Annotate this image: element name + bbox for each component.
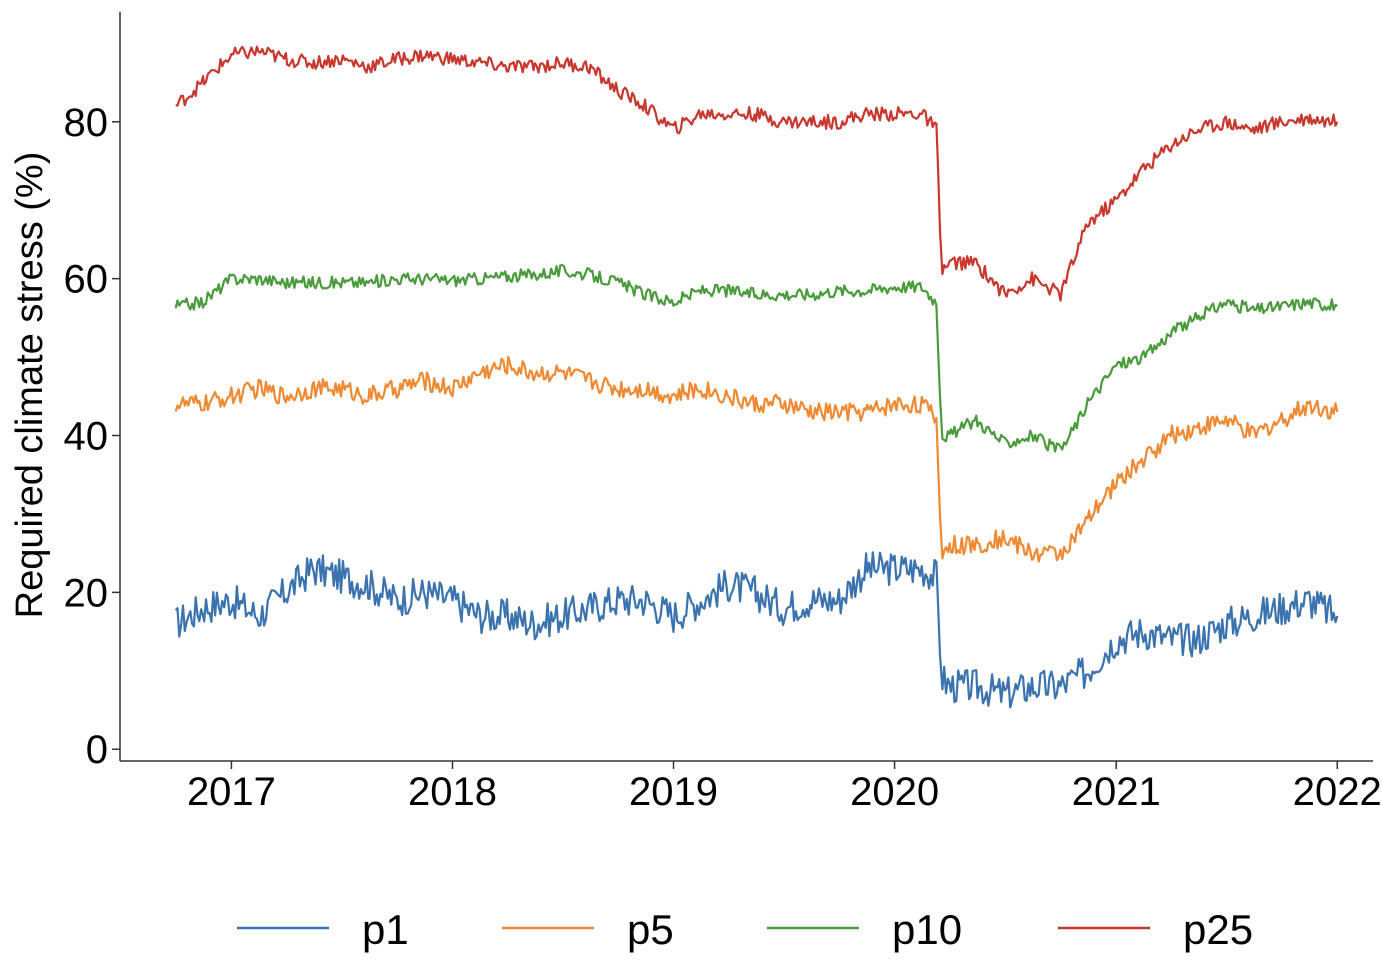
x-tick-label: 2019 (629, 770, 718, 814)
y-tick-label: 0 (86, 728, 108, 772)
series-line-p10 (174, 264, 1338, 453)
series-line-p25 (175, 45, 1339, 302)
y-tick-label: 80 (64, 101, 109, 145)
y-tick-label: 60 (64, 258, 109, 302)
y-ticks: 0 20 40 60 80 (64, 101, 120, 772)
x-ticks: 2017 2018 2019 2020 2021 2022 (187, 761, 1382, 814)
y-tick-label: 40 (64, 415, 109, 459)
x-tick-label: 2021 (1072, 770, 1161, 814)
x-tick-label: 2017 (187, 770, 276, 814)
legend-label-p1: p1 (362, 906, 409, 953)
legend-label-p25: p25 (1183, 906, 1253, 953)
series-group (174, 45, 1339, 709)
axes (119, 12, 1373, 762)
y-axis-label: Required climate stress (%) (9, 152, 51, 619)
series-line-p5 (174, 355, 1339, 563)
x-tick-label: 2018 (408, 770, 497, 814)
legend: p1 p5 p10 p25 (237, 906, 1253, 953)
legend-label-p10: p10 (892, 906, 962, 953)
x-tick-label: 2020 (850, 770, 939, 814)
series-line-p1 (174, 551, 1339, 709)
legend-label-p5: p5 (627, 906, 674, 953)
y-tick-label: 20 (64, 571, 109, 615)
x-tick-label: 2022 (1293, 770, 1382, 814)
